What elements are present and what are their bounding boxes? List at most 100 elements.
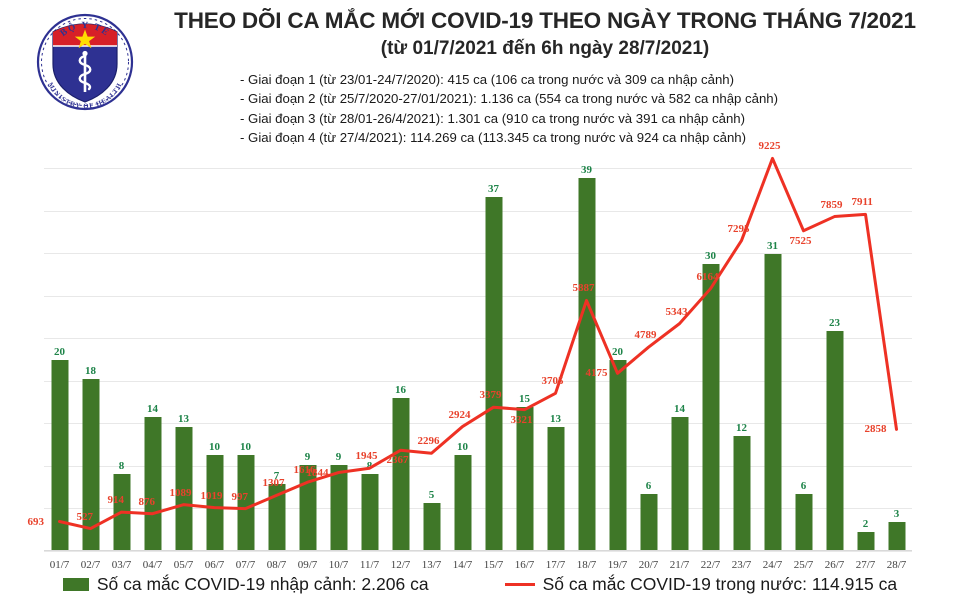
bar-column[interactable]: 10 bbox=[199, 168, 230, 551]
bar[interactable] bbox=[516, 407, 533, 551]
bar-value-label: 16 bbox=[395, 383, 406, 396]
bar[interactable] bbox=[51, 359, 68, 551]
gridline bbox=[44, 168, 912, 169]
bar-column[interactable]: 2 bbox=[850, 168, 881, 551]
bar[interactable] bbox=[361, 474, 378, 551]
bar-column[interactable]: 9 bbox=[323, 168, 354, 551]
bar-value-label: 18 bbox=[85, 364, 96, 377]
bar-column[interactable]: 20 bbox=[602, 168, 633, 551]
bar-column[interactable]: 37 bbox=[478, 168, 509, 551]
x-axis-tick-label: 07/7 bbox=[235, 559, 256, 571]
bar-column[interactable]: 39 bbox=[571, 164, 602, 551]
bar-column[interactable]: 16 bbox=[385, 168, 416, 551]
bar-column[interactable]: 12 bbox=[726, 168, 757, 551]
bar[interactable] bbox=[547, 426, 564, 551]
x-axis-tick-label: 05/7 bbox=[173, 559, 194, 571]
bar-column[interactable]: 9 bbox=[292, 168, 323, 551]
bar[interactable] bbox=[578, 177, 595, 551]
gridline bbox=[44, 210, 912, 212]
legend-line-swatch-icon bbox=[504, 582, 535, 586]
bar-value-label: 12 bbox=[736, 422, 747, 435]
chart-legend: Số ca mắc COVID-19 nhập cảnh: 2.206 ca S… bbox=[0, 565, 960, 603]
bar[interactable] bbox=[206, 455, 223, 551]
bar[interactable] bbox=[330, 464, 347, 551]
ministry-of-health-logo-icon: BỘ Y TẾ MINISTRY OF HEALTH bbox=[33, 10, 137, 114]
bar-column[interactable]: 13 bbox=[168, 168, 199, 551]
page-title: THEO DÕI CA MẮC MỚI COVID-19 THEO NGÀY T… bbox=[174, 8, 916, 33]
bar-value-label: 7 bbox=[273, 469, 280, 482]
bar-column[interactable]: 31 bbox=[757, 168, 788, 551]
line-value-label: 3705 bbox=[541, 375, 564, 388]
bar[interactable] bbox=[423, 503, 440, 551]
bar[interactable] bbox=[268, 483, 285, 551]
bar-column[interactable]: 23 bbox=[819, 168, 850, 551]
bar[interactable] bbox=[144, 416, 161, 551]
bar-column[interactable]: 15 bbox=[509, 168, 540, 551]
line-value-label: 5343 bbox=[665, 305, 688, 318]
bar-column[interactable]: 6 bbox=[633, 168, 664, 551]
line-value-label: 1945 bbox=[355, 450, 378, 463]
bar[interactable] bbox=[299, 464, 316, 551]
bar-column[interactable]: 8 bbox=[354, 168, 385, 551]
bar[interactable] bbox=[733, 436, 750, 551]
gridline bbox=[44, 423, 912, 425]
x-axis-tick-label: 08/7 bbox=[266, 559, 287, 571]
x-axis-tick-label: 09/7 bbox=[297, 559, 318, 571]
bar-value-label: 13 bbox=[550, 412, 561, 425]
bar-column[interactable]: 10 bbox=[447, 168, 478, 551]
bar[interactable] bbox=[857, 531, 874, 551]
line-value-label: 2367 bbox=[386, 454, 409, 467]
line-value-label: 5887 bbox=[572, 282, 595, 295]
bar-column[interactable]: 30 bbox=[695, 168, 726, 551]
line-path[interactable] bbox=[58, 156, 898, 531]
bar-column[interactable]: 10 bbox=[230, 168, 261, 551]
bar[interactable] bbox=[888, 522, 905, 551]
bar[interactable] bbox=[795, 493, 812, 551]
line-value-label: 2296 bbox=[417, 435, 440, 448]
bar-column[interactable]: 3 bbox=[881, 168, 912, 551]
line-value-label: 3379 bbox=[479, 389, 502, 402]
legend-label-domestic: Số ca mắc COVID-19 trong nước: 114.915 c… bbox=[542, 573, 898, 594]
line-value-label: 7911 bbox=[851, 196, 873, 209]
legend-item-imported[interactable]: Số ca mắc COVID-19 nhập cảnh: 2.206 ca bbox=[62, 574, 429, 595]
bar-column[interactable]: 7 bbox=[261, 168, 292, 551]
title-block: THEO DÕI CA MẮC MỚI COVID-19 THEO NGÀY T… bbox=[140, 6, 950, 62]
x-axis-labels: 01/7 02/7 03/7 04/7 05/7 06/7 07/7 08/7 09/7 10/7… bbox=[44, 559, 912, 581]
bar[interactable] bbox=[392, 397, 409, 551]
x-axis-tick-label: 04/7 bbox=[142, 559, 163, 571]
bar[interactable] bbox=[175, 426, 192, 551]
bar-column[interactable]: 20 bbox=[44, 168, 75, 551]
bar-column[interactable]: 6 bbox=[788, 168, 819, 551]
bar[interactable] bbox=[485, 196, 502, 551]
legend-item-domestic[interactable]: Số ca mắc COVID-19 trong nước: 114.915 c… bbox=[504, 573, 898, 595]
line-value-label: 7295 bbox=[727, 222, 750, 235]
x-axis-tick-label: 11/7 bbox=[359, 559, 380, 571]
x-axis-tick-label: 19/7 bbox=[607, 559, 628, 571]
bar[interactable] bbox=[609, 359, 626, 551]
bar[interactable] bbox=[826, 330, 843, 551]
bar-value-label: 23 bbox=[829, 316, 840, 329]
bar[interactable] bbox=[454, 455, 471, 551]
line-value-label: 1089 bbox=[169, 486, 192, 499]
bar-series: 20 18 8 14 13 10 10 7 9 9 8 16 5 10 37 15 13 39 20 6 14 30 12 3… bbox=[44, 164, 912, 551]
bar-column[interactable]: 13 bbox=[540, 168, 571, 551]
bar-column[interactable]: 18 bbox=[75, 168, 106, 551]
x-axis-tick-label: 21/7 bbox=[669, 559, 690, 571]
bar-value-label: 37 bbox=[488, 182, 499, 195]
x-axis-line bbox=[44, 550, 912, 551]
bar-value-label: 2 bbox=[862, 517, 869, 530]
x-axis-tick-label: 16/7 bbox=[514, 559, 535, 571]
chart-canvas: 0100020003000400050006000700080009000 05… bbox=[0, 140, 960, 571]
bar[interactable] bbox=[764, 254, 781, 551]
line-value-label: 4175 bbox=[585, 367, 608, 380]
page-subtitle: (từ 01/7/2021 đến 6h ngày 28/7/2021) bbox=[380, 38, 710, 59]
bar[interactable] bbox=[671, 416, 688, 551]
bar-value-label: 13 bbox=[178, 412, 189, 425]
bar[interactable] bbox=[640, 493, 657, 551]
bar[interactable] bbox=[237, 455, 254, 551]
bar-column[interactable]: 5 bbox=[416, 168, 447, 551]
bar[interactable] bbox=[82, 378, 99, 551]
bar[interactable] bbox=[702, 263, 719, 551]
bar-column[interactable]: 14 bbox=[137, 168, 168, 551]
bar-column[interactable]: 14 bbox=[664, 168, 695, 551]
